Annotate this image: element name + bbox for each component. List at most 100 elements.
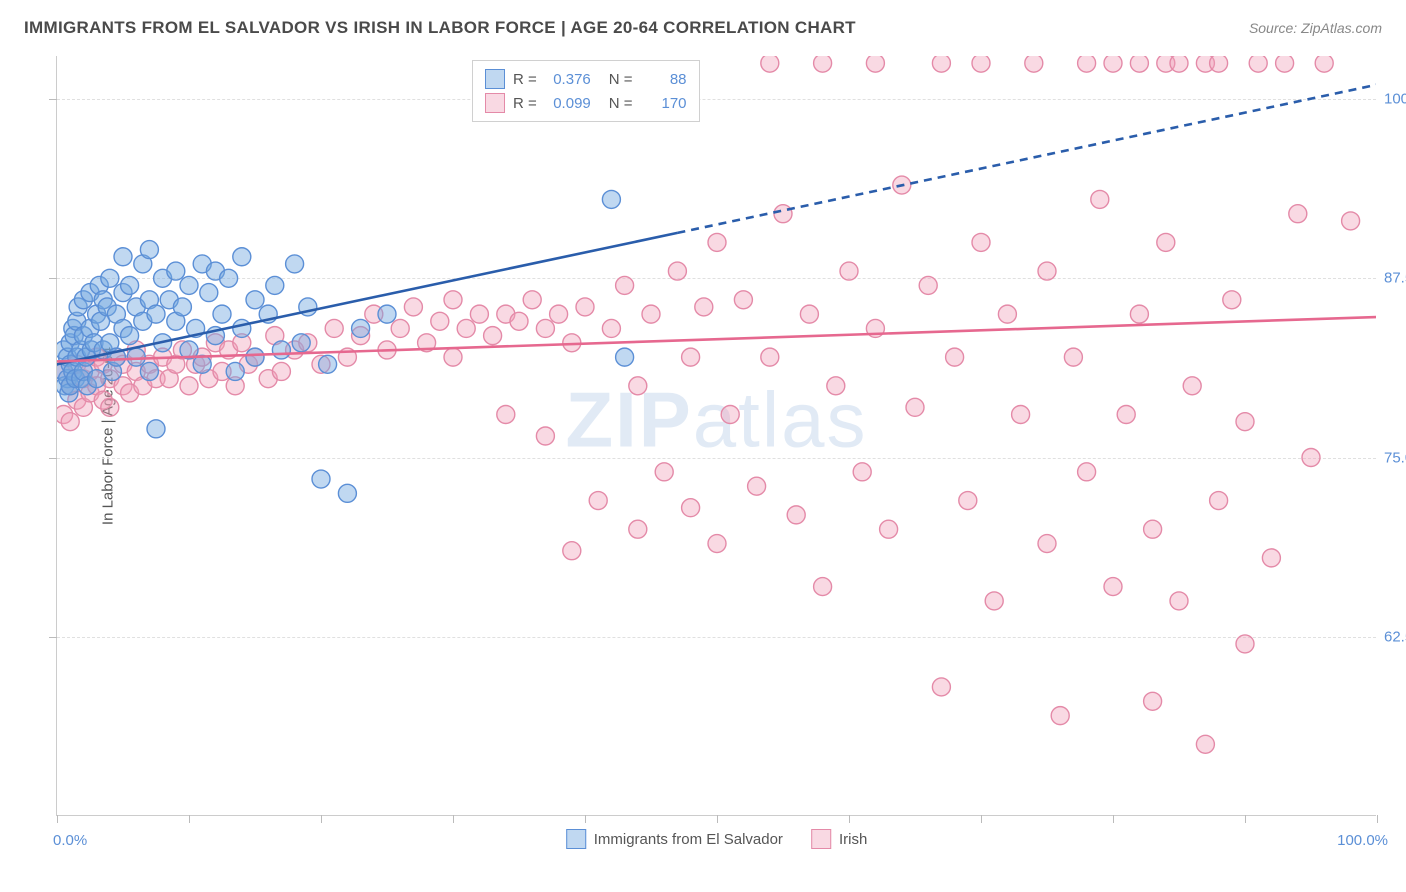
data-point	[761, 348, 779, 366]
data-point	[761, 56, 779, 72]
data-point	[1064, 348, 1082, 366]
data-point	[602, 190, 620, 208]
data-point	[629, 377, 647, 395]
legend-stats: R =0.099N =170	[513, 95, 687, 112]
data-point	[246, 291, 264, 309]
x-axis-max-label: 100.0%	[1337, 832, 1388, 849]
scatter-plot-svg	[57, 56, 1376, 815]
data-point	[272, 341, 290, 359]
legend-label: Immigrants from El Salvador	[594, 831, 783, 848]
data-point	[1117, 405, 1135, 423]
data-point	[1170, 56, 1188, 72]
data-point	[985, 592, 1003, 610]
x-tick	[1113, 815, 1114, 823]
data-point	[814, 578, 832, 596]
data-point	[1144, 520, 1162, 538]
data-point	[946, 348, 964, 366]
data-point	[1157, 233, 1175, 251]
data-point	[167, 262, 185, 280]
data-point	[121, 327, 139, 345]
data-point	[140, 241, 158, 259]
data-point	[1170, 592, 1188, 610]
data-point	[1262, 549, 1280, 567]
data-point	[668, 262, 686, 280]
data-point	[180, 377, 198, 395]
y-tick	[49, 278, 57, 279]
y-tick	[49, 637, 57, 638]
data-point	[602, 319, 620, 337]
x-tick	[1377, 815, 1378, 823]
legend-item: Immigrants from El Salvador	[566, 829, 783, 849]
data-point	[140, 362, 158, 380]
data-point	[536, 427, 554, 445]
data-point	[312, 470, 330, 488]
data-point	[1130, 56, 1148, 72]
data-point	[576, 298, 594, 316]
series-legend: Immigrants from El Salvador Irish	[566, 829, 868, 849]
data-point	[682, 348, 700, 366]
y-tick	[49, 458, 57, 459]
legend-label: Irish	[839, 831, 867, 848]
data-point	[853, 463, 871, 481]
correlation-legend-box: R =0.376N =88 R =0.099N =170	[472, 60, 700, 122]
data-point	[1315, 56, 1333, 72]
data-point	[200, 284, 218, 302]
data-point	[173, 298, 191, 316]
data-point	[220, 269, 238, 287]
chart-plot-area: In Labor Force | Age 20-64 62.5%75.0%87.…	[56, 56, 1376, 816]
data-point	[292, 334, 310, 352]
data-point	[457, 319, 475, 337]
data-point	[721, 405, 739, 423]
y-tick-label: 100.0%	[1384, 91, 1406, 108]
data-point	[1196, 735, 1214, 753]
data-point	[1342, 212, 1360, 230]
x-tick	[321, 815, 322, 823]
data-point	[1078, 463, 1096, 481]
data-point	[1236, 635, 1254, 653]
data-point	[708, 233, 726, 251]
data-point	[536, 319, 554, 337]
data-point	[1302, 449, 1320, 467]
y-tick	[49, 99, 57, 100]
legend-stats: R =0.376N =88	[513, 71, 687, 88]
legend-swatch	[485, 93, 505, 113]
data-point	[629, 520, 647, 538]
data-point	[919, 276, 937, 294]
data-point	[998, 305, 1016, 323]
data-point	[866, 56, 884, 72]
data-point	[616, 276, 634, 294]
y-tick-label: 62.5%	[1384, 628, 1406, 645]
data-point	[734, 291, 752, 309]
data-point	[233, 319, 251, 337]
data-point	[470, 305, 488, 323]
data-point	[827, 377, 845, 395]
data-point	[444, 291, 462, 309]
data-point	[1078, 56, 1096, 72]
data-point	[404, 298, 422, 316]
x-tick	[585, 815, 586, 823]
data-point	[101, 269, 119, 287]
chart-title: IMMIGRANTS FROM EL SALVADOR VS IRISH IN …	[24, 18, 856, 38]
data-point	[61, 413, 79, 431]
x-tick	[981, 815, 982, 823]
data-point	[378, 305, 396, 323]
legend-row: R =0.376N =88	[485, 67, 687, 91]
data-point	[431, 312, 449, 330]
data-point	[1144, 692, 1162, 710]
data-point	[147, 305, 165, 323]
data-point	[1104, 578, 1122, 596]
data-point	[233, 248, 251, 266]
data-point	[1210, 56, 1228, 72]
legend-row: R =0.099N =170	[485, 91, 687, 115]
data-point	[286, 255, 304, 273]
data-point	[325, 319, 343, 337]
data-point	[1038, 262, 1056, 280]
data-point	[246, 348, 264, 366]
y-tick-label: 87.5%	[1384, 270, 1406, 287]
data-point	[226, 362, 244, 380]
x-tick	[1245, 815, 1246, 823]
legend-swatch	[566, 829, 586, 849]
data-point	[787, 506, 805, 524]
data-point	[550, 305, 568, 323]
data-point	[1051, 707, 1069, 725]
